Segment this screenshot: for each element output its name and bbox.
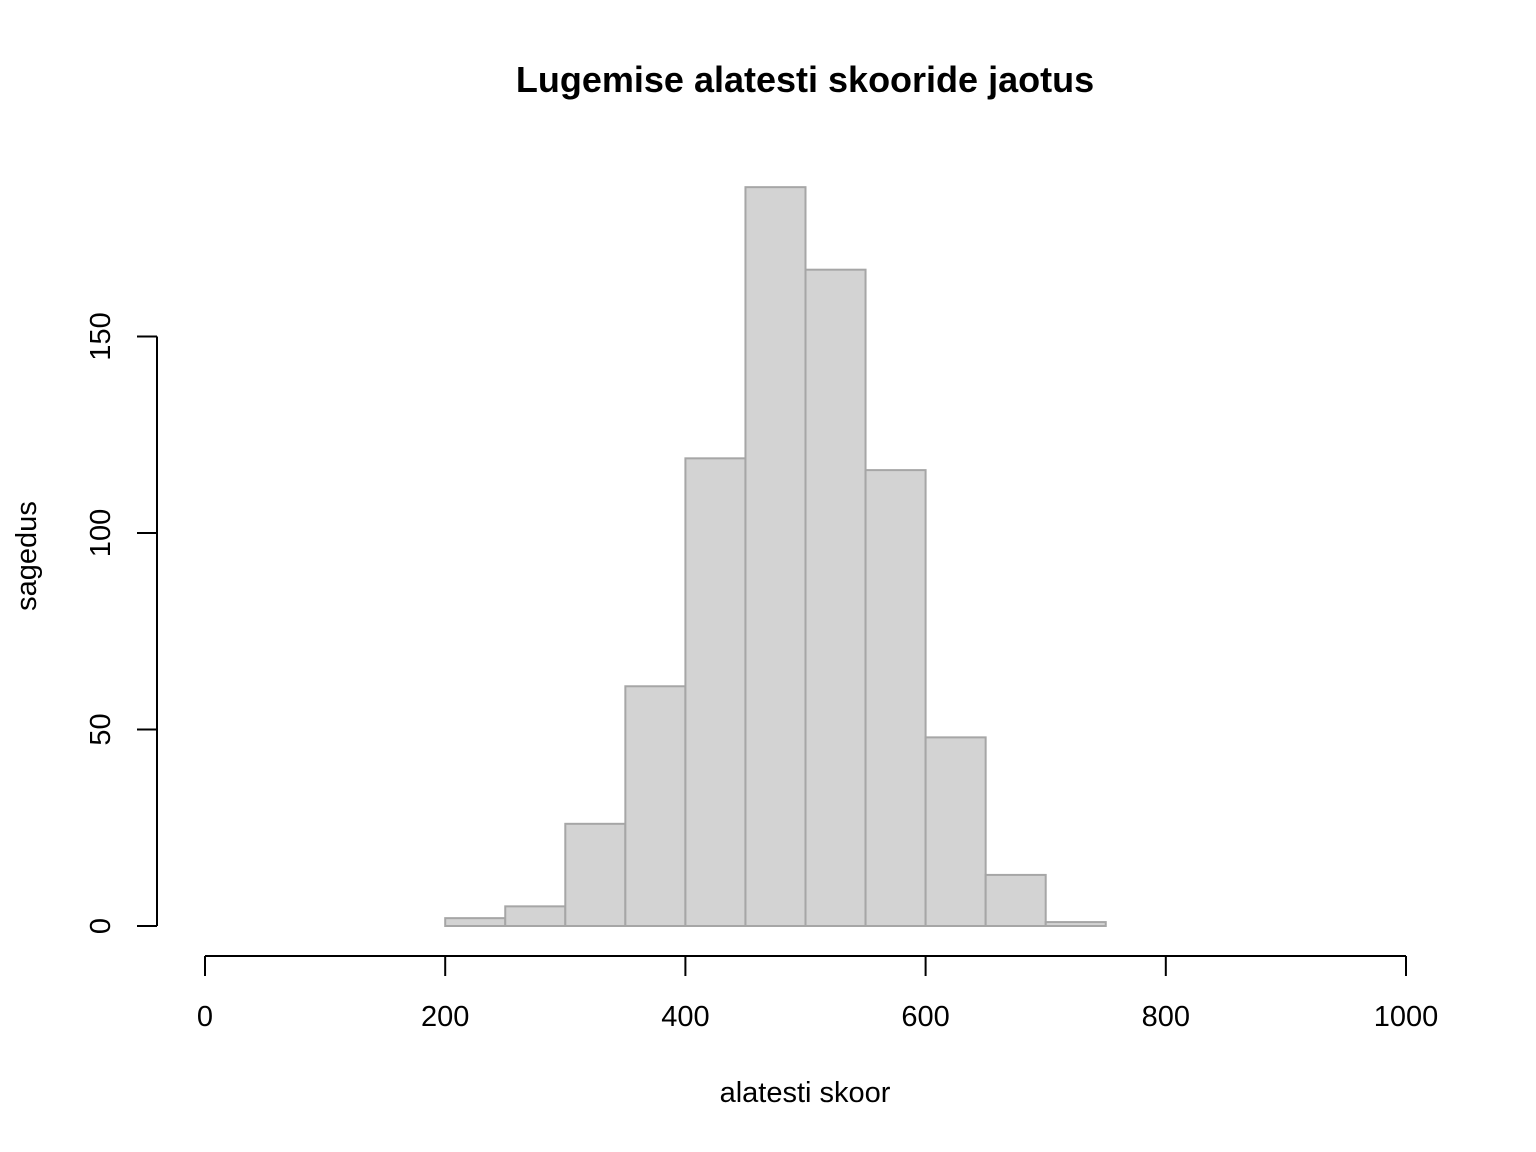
bars-group — [444, 186, 1107, 928]
histogram-bar — [864, 469, 927, 927]
histogram-bar — [984, 873, 1047, 927]
x-tick-label: 1000 — [1374, 1001, 1439, 1033]
x-axis-label: alatesti skoor — [720, 1077, 891, 1109]
y-tick-label: 100 — [85, 509, 117, 557]
x-tick-label: 400 — [661, 1001, 709, 1033]
histogram-bar — [1044, 921, 1107, 928]
histogram-bar — [444, 917, 507, 928]
x-tick-label: 600 — [901, 1001, 949, 1033]
histogram-bar — [624, 685, 687, 928]
histogram-bar — [684, 457, 747, 927]
y-tick-label: 150 — [85, 312, 117, 360]
x-axis: 0 200 400 600 800 1000 — [197, 955, 1439, 1033]
y-tick-label: 0 — [85, 918, 117, 934]
x-tick-label: 800 — [1142, 1001, 1190, 1033]
x-tick-label: 0 — [197, 1001, 213, 1033]
histogram-bar — [804, 268, 867, 927]
histogram-bar — [924, 736, 987, 927]
histogram-bar — [744, 186, 807, 928]
y-tick-label: 50 — [85, 713, 117, 745]
histogram-bar — [564, 822, 627, 928]
chart-title: Lugemise alatesti skooride jaotus — [516, 59, 1094, 100]
x-tick-label: 200 — [421, 1001, 469, 1033]
histogram-bar — [504, 905, 567, 927]
y-axis-label: sagedus — [11, 501, 43, 611]
y-axis: 0 50 100 150 — [85, 312, 158, 934]
